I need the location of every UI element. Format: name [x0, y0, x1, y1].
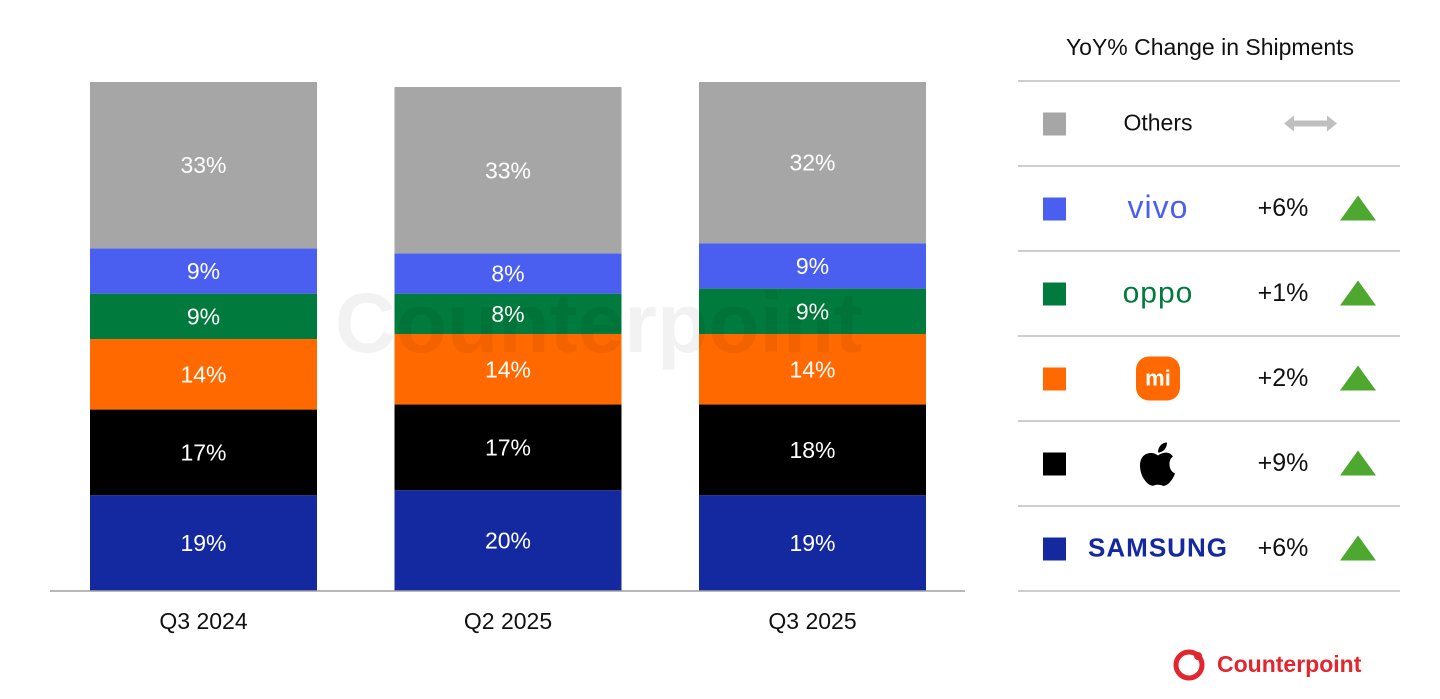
yoy-label: +9%: [1258, 449, 1309, 477]
value-label: 33%: [485, 157, 531, 183]
legend-label: oppo: [1123, 276, 1194, 309]
logo-icon: [1194, 652, 1202, 660]
brand-logo: [1140, 442, 1175, 486]
bar-segment: [699, 82, 926, 244]
watermark: Counterpoint: [335, 276, 862, 370]
yoy-up-triangle: [1340, 535, 1376, 561]
value-label: 9%: [187, 258, 220, 284]
value-label: 20%: [485, 528, 531, 554]
source: Counterpoint: [1217, 651, 1362, 677]
legend-title: YoY% Change in Shipments: [1066, 34, 1354, 60]
yoy-label: +1%: [1258, 279, 1309, 307]
bar-segment: [699, 404, 926, 496]
bar-segment: [394, 404, 622, 491]
no-change-arrow: [1284, 115, 1337, 132]
value-label: 8%: [491, 301, 524, 327]
bar-segment: [394, 87, 622, 254]
bar-segment: [90, 409, 317, 496]
yoy-up-triangle: [1340, 195, 1376, 221]
bar-segment: [394, 333, 622, 405]
brand-logo: [1136, 356, 1180, 401]
legend-swatch: [1043, 452, 1066, 476]
legend-swatch: [1043, 537, 1066, 561]
bar-segment: [90, 248, 317, 294]
bar-segment: [699, 495, 926, 591]
bar-segment: [699, 333, 926, 405]
value-label: 17%: [180, 439, 226, 465]
bar-segment: [394, 293, 622, 334]
x-tick-label: Q2 2025: [464, 608, 552, 634]
legend-label: Others: [1123, 110, 1192, 136]
bar-segment: [90, 293, 317, 340]
value-label: 18%: [789, 437, 835, 463]
bar-segment: [90, 339, 317, 410]
value-label: 9%: [796, 253, 829, 279]
legend-label: SAMSUNG: [1088, 532, 1228, 562]
bar-segment: [394, 490, 622, 591]
yoy-label: +6%: [1258, 194, 1309, 222]
value-label: 33%: [180, 152, 226, 178]
value-label: 14%: [789, 356, 835, 382]
value-label: 9%: [187, 303, 220, 329]
legend-label: mi: [1145, 365, 1171, 390]
bar-segment: [394, 253, 622, 294]
bar-segment: [90, 82, 317, 249]
value-label: 32%: [789, 150, 835, 176]
apple-leaf: [1158, 442, 1167, 453]
legend-swatch: [1043, 282, 1066, 306]
x-tick-label: Q3 2024: [159, 608, 247, 634]
value-label: 9%: [796, 298, 829, 324]
bar-segment: [90, 495, 317, 591]
value-label: 19%: [180, 530, 226, 556]
bar-segment: [699, 288, 926, 334]
value-label: 14%: [180, 361, 226, 387]
value-label: 17%: [485, 434, 531, 460]
yoy-up-triangle: [1340, 365, 1376, 391]
value-label: 19%: [789, 530, 835, 556]
apple-icon: [1140, 452, 1175, 486]
yoy-label: +2%: [1258, 364, 1309, 392]
yoy-up-triangle: [1340, 450, 1376, 476]
legend-swatch: [1043, 367, 1066, 391]
value-label: 14%: [485, 356, 531, 382]
yoy-up-triangle: [1340, 280, 1376, 306]
logo-icon: [1173, 649, 1205, 681]
bar-segment: [699, 243, 926, 289]
legend: Others vivo +6% oppo +1% mi +2% +9% SAMSUNG +6%: [1018, 80, 1400, 592]
source-logo: Counterpoint: [1173, 649, 1362, 681]
legend-swatch: [1043, 197, 1066, 221]
value-label: 8%: [491, 261, 524, 287]
plot-area: 19% 17% 14% 9% 9% 33% Q3 2024 20% 17% 14% 8% 8% 33% Q…: [90, 82, 926, 634]
x-tick-label: Q3 2025: [768, 608, 856, 634]
legend-swatch: [1043, 112, 1066, 136]
yoy-label: +6%: [1258, 534, 1309, 562]
legend-label: vivo: [1128, 189, 1189, 225]
